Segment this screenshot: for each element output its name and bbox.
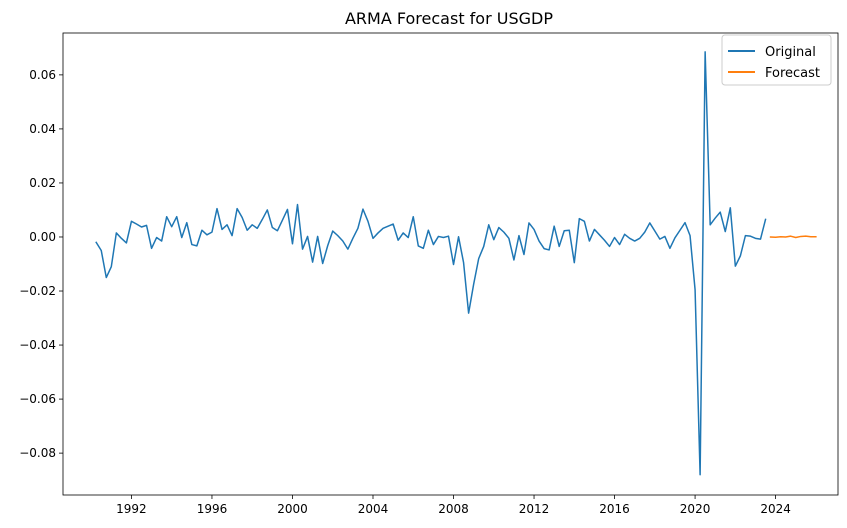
y-tick-label-6: 0.04: [29, 122, 56, 136]
x-tick-label-1992: 1992: [116, 502, 147, 516]
plot-area: 1992 1996 2000 2004 2008 2012 2016 2020 2024 −0.0…: [19, 32, 839, 516]
axes-frame: [62, 32, 839, 496]
x-tick-label-2000: 2000: [277, 502, 308, 516]
y-tick-label-0: −0.08: [19, 446, 56, 460]
x-tick-label-2008: 2008: [438, 502, 469, 516]
x-tick-label-2004: 2004: [358, 502, 389, 516]
x-tick-label-2016: 2016: [599, 502, 630, 516]
y-tick-label-7: 0.06: [29, 68, 56, 82]
legend: Original Forecast: [721, 34, 832, 86]
legend-label-forecast: Forecast: [765, 66, 820, 81]
chart-title: ARMA Forecast for USGDP: [345, 9, 553, 28]
y-tick-label-4: 0.00: [29, 230, 56, 244]
y-tick-label-1: −0.06: [19, 392, 56, 406]
x-tick-label-2020: 2020: [680, 502, 711, 516]
x-tick-label-2024: 2024: [760, 502, 791, 516]
x-tick-label-1996: 1996: [197, 502, 228, 516]
y-tick-label-5: 0.02: [29, 176, 56, 190]
series-line-original: [95, 51, 767, 476]
y-tick-label-3: −0.02: [19, 284, 56, 298]
series-line-forecast: [769, 235, 817, 239]
x-tick-label-2012: 2012: [519, 502, 550, 516]
legend-label-original: Original: [765, 45, 816, 60]
y-tick-label-2: −0.04: [19, 338, 56, 352]
